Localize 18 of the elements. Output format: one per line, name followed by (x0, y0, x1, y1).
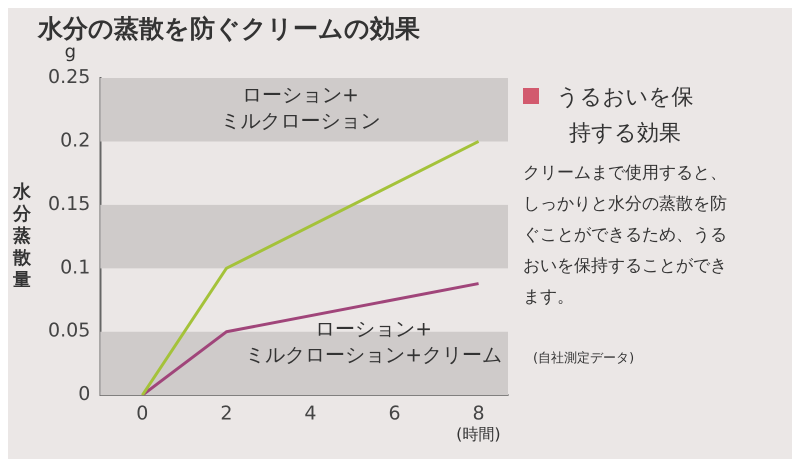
x-tick-label: 6 (388, 402, 401, 425)
text: (自社測定データ) (533, 350, 636, 367)
y-axis-title: 水分蒸散量 (12, 181, 32, 290)
text: クリームまで使用すると、しっかりと水分の蒸散を防ぐことができるため、うるおいを保持することができます。 (523, 162, 728, 309)
y-tick-label: 0.15 (48, 192, 90, 215)
x-tick-label: 8 (472, 402, 485, 425)
x-tick-label: 2 (220, 402, 232, 425)
y-tick-label: 0.2 (60, 129, 90, 152)
x-axis-title: (時間) (456, 424, 501, 444)
y-tick-label: 0.25 (48, 66, 90, 88)
series-label: ローション+ミルクローション+クリーム (245, 316, 502, 367)
text: うるおいを保持する効果 (556, 84, 694, 148)
x-tick-label: 0 (136, 402, 148, 425)
x-tick-label: 4 (304, 402, 317, 425)
y-tick-label: 0.05 (48, 320, 90, 342)
text: ローション+ミルクローション (220, 82, 380, 132)
y-tick-label: 0.1 (60, 256, 90, 278)
y-tick-label: 0 (78, 383, 90, 406)
